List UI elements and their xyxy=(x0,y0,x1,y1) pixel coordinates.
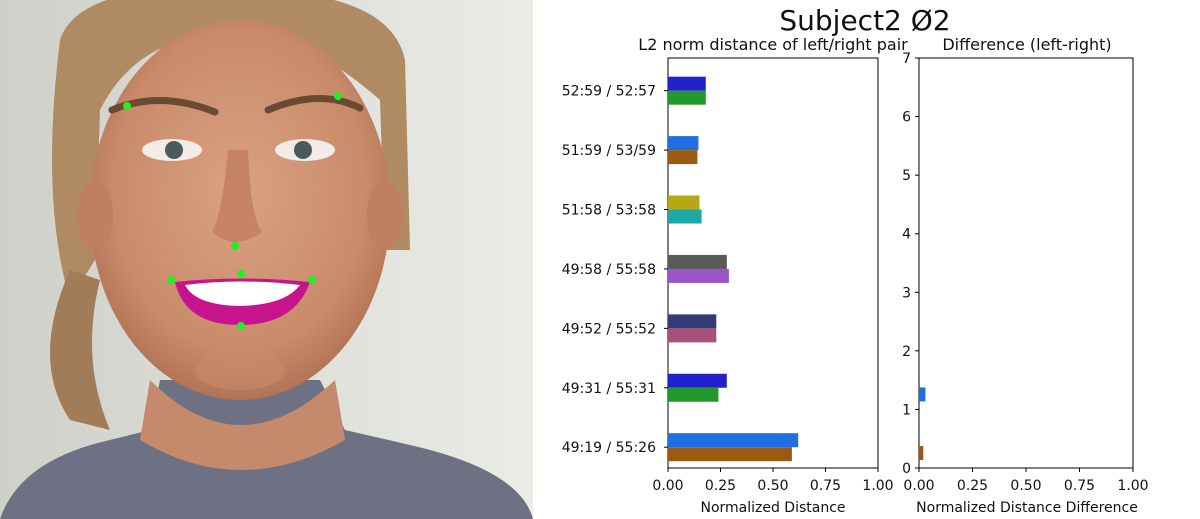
right-x-tick-label-4: 1.00 xyxy=(1117,478,1148,494)
right-plot-area: 0 1 2 3 4 5 6 7 0.00 0.25 0.50 0.75 1.00 xyxy=(902,51,1149,494)
face-illustration xyxy=(0,0,533,519)
right-y-tick-label-7: 7 xyxy=(902,51,911,67)
left-x-axis-label: Normalized Distance xyxy=(700,500,845,516)
bar-left-5 xyxy=(668,136,699,151)
left-ear xyxy=(77,180,113,250)
bar-left-3 xyxy=(668,254,727,269)
bar-right-4 xyxy=(668,209,702,224)
x-tick-label-4: 1.00 xyxy=(862,478,893,494)
right-ear xyxy=(367,180,403,250)
nose xyxy=(212,150,262,242)
bar-left-0 xyxy=(668,433,799,448)
right-chart-title: Difference (left-right) xyxy=(942,35,1111,54)
bar-left-1 xyxy=(668,373,727,388)
hair xyxy=(52,0,410,300)
x-tick-label-0: 0.00 xyxy=(652,478,683,494)
ponytail xyxy=(50,270,110,430)
right-eyebrow xyxy=(264,95,364,114)
category-label-6: 52:59 / 52:57 xyxy=(562,84,656,100)
right-y-tick-label-3: 3 xyxy=(902,285,911,301)
bar-right-3 xyxy=(668,268,729,283)
right-y-tick-label-5: 5 xyxy=(902,168,911,184)
right-y-tick-label-4: 4 xyxy=(902,227,911,243)
category-label-4: 51:58 / 53:58 xyxy=(562,203,656,219)
right-iris xyxy=(294,141,312,159)
nose-tip-landmark xyxy=(231,242,239,250)
right-y-tick-label-1: 1 xyxy=(902,402,911,418)
right-mouth-corner-landmark xyxy=(308,276,316,284)
bar-right-0 xyxy=(668,447,792,462)
neck xyxy=(140,380,345,470)
category-label-1: 49:31 / 55:31 xyxy=(562,381,656,397)
face-photo xyxy=(0,0,533,519)
bar-left-4 xyxy=(668,195,700,210)
diff-bar-1 xyxy=(919,387,926,402)
right-plot-frame xyxy=(918,57,1134,469)
right-y-tick-label-6: 6 xyxy=(902,110,911,126)
right-x-tick-label-3: 0.75 xyxy=(1064,478,1095,494)
category-label-2: 49:52 / 55:52 xyxy=(562,321,656,337)
bar-right-6 xyxy=(668,90,706,105)
x-tick-label-1: 0.25 xyxy=(705,478,736,494)
diff-bar-0 xyxy=(919,446,924,460)
right-y-tick-label-2: 2 xyxy=(902,344,911,360)
left-brow-landmark xyxy=(123,102,131,110)
right-x-axis-label: Normalized Distance Difference xyxy=(916,500,1138,516)
right-y-tick-label-0: 0 xyxy=(902,461,911,477)
category-label-5: 51:59 / 53/59 xyxy=(562,143,656,159)
chart-figure: Subject2 Ø2 L2 norm distance of left/rig… xyxy=(562,4,1149,516)
lower-lip-landmark xyxy=(237,322,245,330)
left-chart-title: L2 norm distance of left/right pair xyxy=(638,35,908,54)
teeth xyxy=(185,281,300,306)
right-x-tick-label-0: 0.00 xyxy=(903,478,934,494)
bar-left-6 xyxy=(668,76,706,91)
chin xyxy=(195,350,285,390)
left-plot-area: 49:19 / 55:26 49:31 / 55:31 49:52 / 55:52 4… xyxy=(562,57,894,494)
left-mouth-corner-landmark xyxy=(167,276,175,284)
bar-left-2 xyxy=(668,314,717,329)
x-tick-label-2: 0.50 xyxy=(757,478,788,494)
upper-lip-landmark xyxy=(237,270,245,278)
right-x-tick-label-1: 0.25 xyxy=(957,478,988,494)
x-tick-label-3: 0.75 xyxy=(810,478,841,494)
right-brow-landmark xyxy=(334,92,342,100)
bar-right-1 xyxy=(668,387,719,402)
right-x-tick-label-2: 0.50 xyxy=(1010,478,1041,494)
suptitle: Subject2 Ø2 xyxy=(779,4,950,37)
left-iris xyxy=(165,141,183,159)
category-label-0: 49:19 / 55:26 xyxy=(562,440,656,456)
bar-right-2 xyxy=(668,328,717,343)
category-label-3: 49:58 / 55:58 xyxy=(562,262,656,278)
bar-right-5 xyxy=(668,150,698,165)
left-eyebrow xyxy=(108,96,219,116)
